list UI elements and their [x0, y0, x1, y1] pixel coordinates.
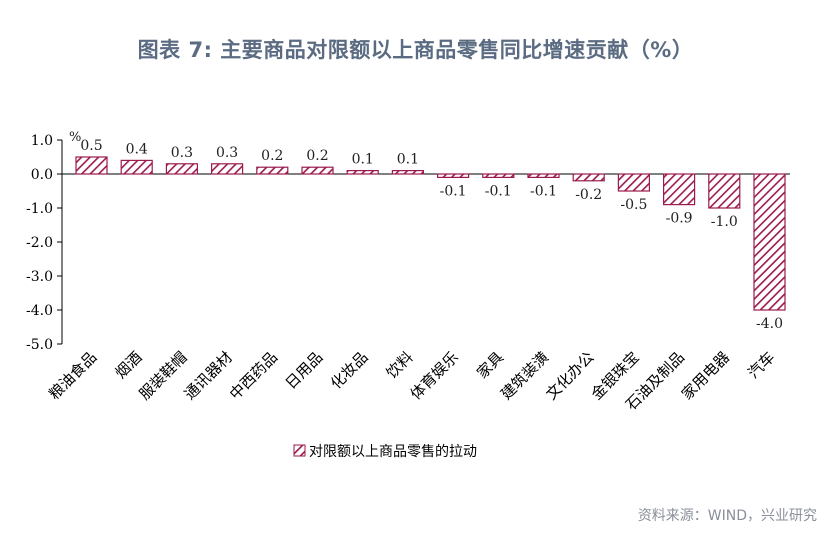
category-label: 化妆品: [327, 348, 372, 393]
bar: [572, 173, 605, 182]
category-label: 烟酒: [112, 348, 146, 382]
bar: [211, 163, 244, 175]
source-note: 资料来源：WIND，兴业研究: [637, 508, 817, 524]
bar: [617, 173, 651, 192]
category-label: 通讯器材: [181, 348, 236, 403]
y-tick-label: 0.0: [31, 167, 53, 183]
data-label: 0.3: [216, 145, 238, 161]
data-label: 0.5: [80, 138, 102, 154]
bar: [391, 170, 424, 175]
y-tick-label: -2.0: [26, 235, 53, 251]
data-label: -1.0: [711, 214, 738, 230]
category-label: 汽车: [744, 348, 778, 382]
bar: [662, 173, 696, 206]
y-tick-label: 1.0: [31, 133, 53, 149]
data-label: -0.1: [530, 183, 557, 199]
bar: [301, 166, 334, 175]
data-label: 0.1: [397, 152, 419, 168]
unit-label: %: [69, 130, 81, 145]
data-label: -0.9: [666, 211, 693, 227]
category-label: 建筑装潢: [497, 348, 552, 403]
data-label: -0.2: [575, 187, 602, 203]
category-label: 粮油食品: [45, 348, 100, 403]
category-label: 文化办公: [542, 348, 597, 403]
bar: [527, 173, 560, 179]
y-tick-label: -5.0: [26, 337, 53, 353]
bar: [482, 173, 515, 179]
chart-title: 图表 7: 主要商品对限额以上商品零售同比增速贡献（%）: [137, 38, 694, 62]
data-label: -4.0: [756, 316, 783, 332]
y-tick-label: -3.0: [26, 269, 53, 285]
data-label: -0.1: [440, 183, 467, 199]
data-label: 0.1: [352, 152, 374, 168]
category-label: 家用电器: [678, 348, 733, 403]
bar: [708, 173, 741, 209]
data-label: 0.3: [171, 145, 193, 161]
bar: [120, 159, 153, 175]
category-label: 饮料: [383, 348, 417, 382]
bar: [75, 156, 108, 175]
category-label: 体育娱乐: [407, 348, 462, 403]
category-label: 日用品: [282, 348, 327, 393]
legend-swatch: [293, 444, 306, 457]
bar: [753, 173, 786, 311]
data-label: 0.2: [261, 148, 283, 164]
data-label: 0.2: [306, 148, 328, 164]
category-label: 服装鞋帽: [136, 348, 191, 403]
legend-label: 对限额以上商品零售的拉动: [309, 444, 477, 460]
bar: [346, 170, 379, 175]
bar: [256, 166, 289, 175]
y-tick-label: -1.0: [26, 201, 53, 217]
category-label: 家具: [473, 348, 507, 382]
data-label: 0.4: [126, 141, 148, 157]
data-label: -0.5: [620, 197, 647, 213]
category-label: 中西药品: [226, 348, 281, 403]
y-tick-label: -4.0: [26, 303, 53, 319]
data-label: -0.1: [485, 183, 512, 199]
bar: [165, 163, 198, 175]
bar: [437, 173, 470, 179]
